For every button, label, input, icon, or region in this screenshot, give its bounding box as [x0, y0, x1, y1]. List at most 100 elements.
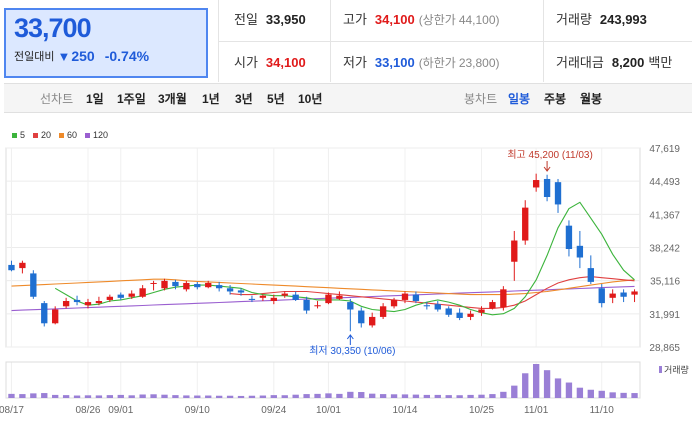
volume-bar	[620, 392, 627, 398]
volume-bar	[412, 394, 420, 398]
x-tick-label: 09/10	[185, 405, 210, 416]
volume-bar	[500, 391, 507, 398]
stat-volume: 거래량 243,993	[556, 9, 647, 28]
candle-body	[620, 292, 627, 297]
candle-body	[270, 297, 277, 302]
candle-body	[161, 280, 168, 289]
volume-bar	[52, 394, 59, 398]
candle-body	[128, 293, 135, 297]
legend-item-ma5: 5	[12, 130, 25, 140]
candle-body	[292, 294, 299, 300]
candle-body	[390, 299, 398, 307]
x-tick-label: 10/25	[469, 405, 494, 416]
low-value: 33,100	[374, 55, 415, 70]
down-triangle-icon: ▼	[57, 48, 71, 64]
y-tick-label: 41,367	[649, 210, 680, 221]
period-5y-button[interactable]: 5년	[267, 92, 285, 106]
candle-body	[8, 264, 15, 271]
candle-body	[532, 180, 540, 188]
candle-body	[522, 207, 529, 241]
volume-bar	[128, 395, 135, 398]
candle-weekly-button[interactable]: 주봉	[544, 92, 567, 106]
amount-label: 거래대금	[556, 55, 604, 70]
candle-body	[445, 308, 452, 315]
candle-body	[150, 282, 157, 284]
candle-body	[489, 302, 496, 309]
x-tick-label: 09/01	[108, 405, 133, 416]
candle-body	[52, 309, 59, 324]
volume-bar	[30, 393, 37, 398]
candle-body	[347, 302, 354, 310]
candle-daily-button[interactable]: 일봉	[508, 92, 531, 106]
candle-body	[281, 293, 288, 296]
y-tick-label: 35,116	[650, 277, 680, 288]
volume-bar	[106, 395, 114, 398]
y-tick-label: 28,865	[649, 343, 680, 354]
candle-body	[325, 294, 332, 304]
candle-body	[314, 305, 321, 307]
volume-bar	[84, 395, 92, 398]
low-label: 저가	[343, 55, 367, 70]
period-1y-button[interactable]: 1년	[202, 92, 220, 106]
candle-body	[106, 296, 114, 300]
volume-bar	[270, 395, 277, 398]
volume-bar	[172, 395, 179, 398]
divider	[218, 41, 692, 42]
volume-bar	[19, 394, 26, 398]
volume-bar	[95, 395, 103, 398]
ma120-line	[11, 285, 635, 312]
volume-bar	[576, 387, 584, 398]
candle-body	[30, 273, 37, 297]
candle-body	[41, 303, 48, 324]
candle-body	[117, 294, 124, 298]
period-10y-button[interactable]: 10년	[298, 92, 323, 106]
candle-body	[379, 306, 387, 317]
candle-monthly-button[interactable]: 월봉	[580, 92, 603, 106]
period-3m-button[interactable]: 3개월	[158, 92, 187, 106]
volume-bar	[522, 373, 529, 398]
high-label: 고가	[343, 12, 367, 27]
volume-bar	[347, 391, 354, 398]
volume-bar	[554, 378, 562, 398]
x-tick-label: 10/14	[392, 405, 417, 416]
lower-limit-label: (하한가	[418, 56, 456, 70]
candle-body	[73, 299, 81, 303]
price-change: 전일대비 ▼ 250 -0.74%	[14, 48, 149, 64]
price-summary: 33,700 전일대비 ▼ 250 -0.74%	[4, 8, 208, 78]
volume-bar	[194, 395, 201, 398]
stat-low: 저가 33,100 (하한가 23,800)	[343, 52, 500, 71]
volume-bar	[445, 395, 452, 398]
volume-bar	[215, 395, 223, 398]
volume-bar	[183, 395, 190, 398]
period-1w-button[interactable]: 1주일	[117, 92, 146, 106]
candle-body	[598, 288, 605, 304]
candle-body	[303, 299, 310, 311]
candle-body	[554, 182, 562, 205]
open-value: 34,100	[265, 55, 306, 70]
volume-label: 거래량	[664, 364, 689, 375]
candle-body	[576, 245, 584, 258]
volume-bar	[281, 395, 288, 398]
chart-legend: 5 20 60 120	[12, 130, 108, 140]
candle-body	[631, 291, 638, 295]
volume-bar	[325, 393, 332, 398]
candle-body	[62, 301, 70, 307]
volume-bar	[117, 394, 124, 398]
stat-open: 시가 34,100	[234, 52, 306, 71]
volume-bar	[336, 393, 343, 398]
candle-body	[237, 290, 245, 293]
volume-bar	[467, 394, 474, 398]
candle-body	[467, 313, 474, 317]
candle-body	[358, 310, 365, 324]
stat-prev-close: 전일 33,950	[234, 9, 306, 28]
volume-bar	[587, 389, 594, 398]
volume-bar	[423, 394, 431, 398]
period-1d-button[interactable]: 1일	[86, 92, 104, 106]
candle-body	[139, 288, 146, 297]
volume-bar	[532, 364, 540, 398]
volume-legend-swatch	[659, 366, 662, 373]
candle-body	[587, 268, 594, 282]
period-3y-button[interactable]: 3년	[235, 92, 253, 106]
volume-bar	[369, 393, 376, 398]
